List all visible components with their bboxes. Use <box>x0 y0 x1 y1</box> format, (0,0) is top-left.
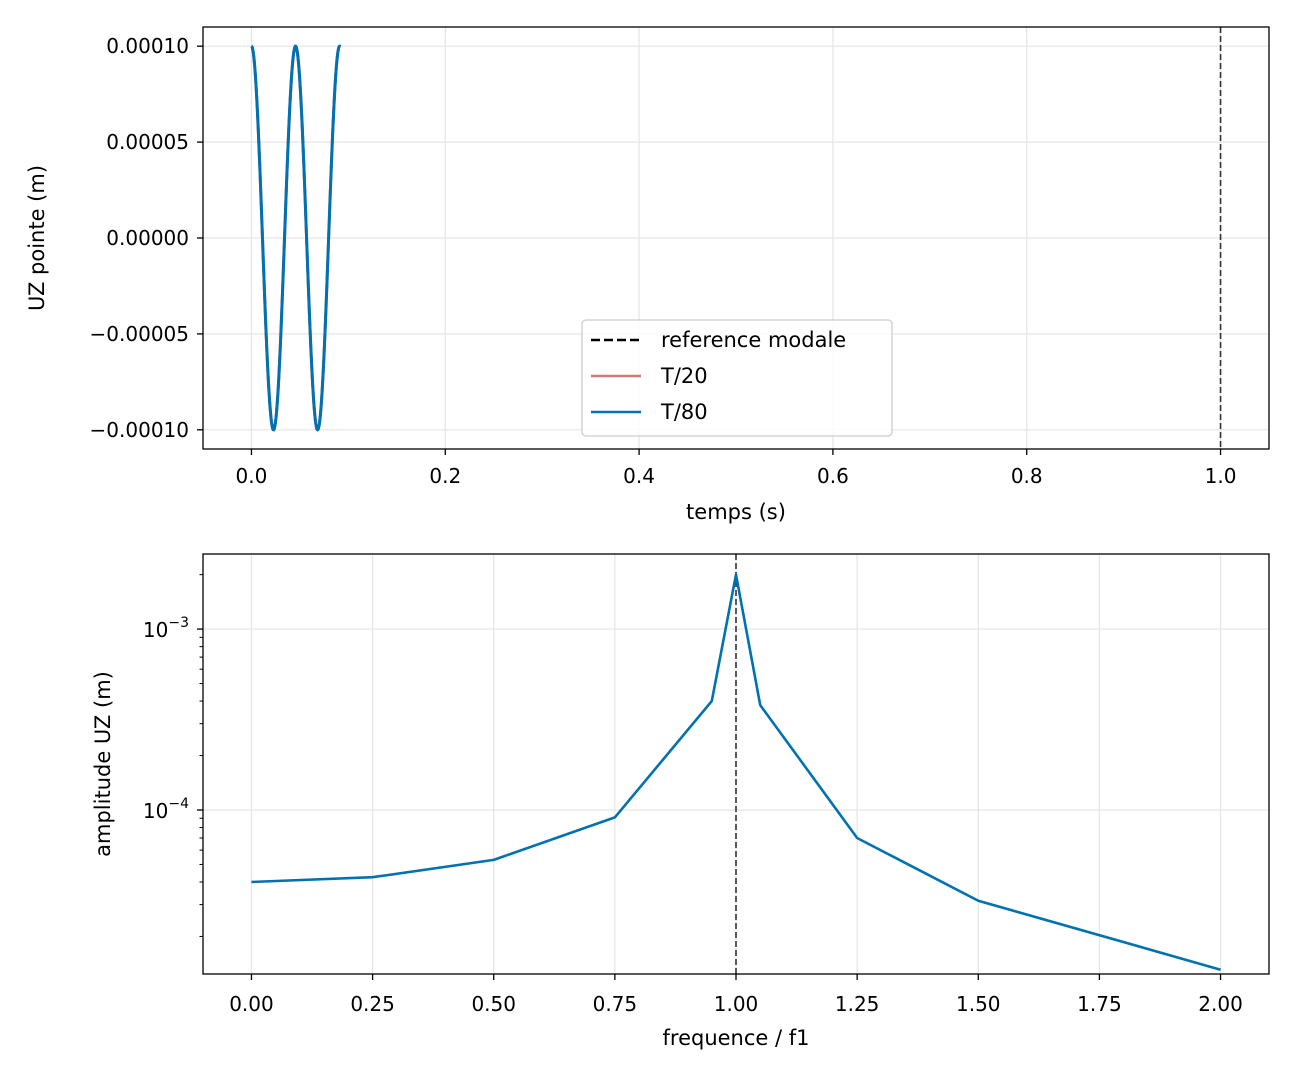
spectrum-xtick-label: 1.00 <box>714 992 759 1016</box>
spectrum-chart-ylabel: amplitude UZ (m) <box>91 671 115 857</box>
time-response-chart: 0.0 0.2 0.4 0.6 0.8 1.0 0.00010 0.00005 0.00000 −… <box>25 26 1270 524</box>
frequency-spectrum-chart: 0.00 0.25 0.50 0.75 1.00 1.25 1.50 1.75 2.00 10−3… <box>91 553 1270 1050</box>
time-chart-ylabel: UZ pointe (m) <box>25 165 49 311</box>
legend-label-reference: reference modale <box>661 328 846 352</box>
spectrum-xtick-label: 1.75 <box>1077 992 1122 1016</box>
spectrum-ytick-label: 10−3 <box>143 615 189 642</box>
time-chart-ticks: 0.0 0.2 0.4 0.6 0.8 1.0 0.00010 0.00005 0.00000 −… <box>90 34 1237 488</box>
legend-box <box>581 319 893 437</box>
spectrum-xtick-label: 0.25 <box>350 992 395 1016</box>
time-chart-legend: reference modale T/20 T/80 <box>581 319 893 437</box>
spectrum-xtick-label: 1.25 <box>835 992 880 1016</box>
spectrum-xtick-label: 0.50 <box>471 992 516 1016</box>
series-t80 <box>250 44 342 432</box>
time-xtick-label: 1.0 <box>1205 464 1237 488</box>
time-xtick-label: 0.2 <box>429 464 461 488</box>
time-chart-xlabel: temps (s) <box>686 500 786 524</box>
time-ytick-label: −0.00005 <box>90 322 189 346</box>
legend-label-t80: T/80 <box>660 400 708 424</box>
time-ytick-label: 0.00000 <box>106 226 189 250</box>
spectrum-xtick-label: 0.00 <box>229 992 274 1016</box>
spectrum-ytick-label: 10−4 <box>143 796 189 823</box>
spectrum-chart-ticks: 0.00 0.25 0.50 0.75 1.00 1.25 1.50 1.75 2.00 10−3… <box>143 574 1243 1016</box>
spectrum-chart-xlabel: frequence / f1 <box>663 1026 810 1050</box>
legend-label-t20: T/20 <box>660 364 708 388</box>
time-ytick-label: 0.00005 <box>106 130 189 154</box>
time-xtick-label: 0.0 <box>236 464 268 488</box>
spectrum-xtick-label: 1.50 <box>956 992 1001 1016</box>
time-ytick-label: 0.00010 <box>106 34 189 58</box>
time-xtick-label: 0.4 <box>623 464 655 488</box>
time-chart-marks <box>250 27 1222 449</box>
time-xtick-label: 0.6 <box>817 464 849 488</box>
spectrum-xtick-label: 0.75 <box>593 992 638 1016</box>
time-ytick-label: −0.00010 <box>90 418 189 442</box>
spectrum-xtick-label: 2.00 <box>1198 992 1243 1016</box>
spectrum-chart-marks <box>251 554 1221 974</box>
time-xtick-label: 0.8 <box>1011 464 1043 488</box>
amplitude-spectrum-line <box>251 573 1221 971</box>
